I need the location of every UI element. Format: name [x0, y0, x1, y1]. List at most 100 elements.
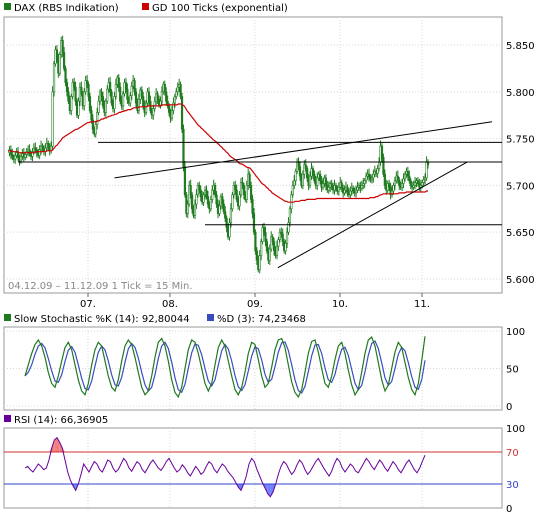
rsi-y-tick-label: 100 — [506, 424, 525, 435]
candle-body — [222, 203, 225, 212]
candle-body — [19, 156, 23, 162]
candle-body — [337, 186, 340, 192]
candle-body — [11, 154, 14, 158]
candle-body — [121, 93, 125, 107]
rsi-polyline — [24, 436, 426, 498]
candle-body — [124, 82, 128, 90]
candle-body — [55, 49, 59, 60]
candle-body — [47, 143, 50, 148]
candle-body — [206, 196, 210, 205]
candle-body — [380, 145, 384, 158]
rsi-oversold-fill — [270, 484, 273, 497]
candle-body — [316, 177, 319, 186]
candle-body — [225, 217, 228, 228]
legend-label-rsi: RSI (14): 66,36905 — [14, 415, 108, 426]
candle-body — [163, 84, 166, 93]
candle-body — [62, 52, 66, 69]
candle-body — [255, 250, 258, 261]
stochastic-legend: Slow Stochastic %K (14): 92,80044 %D (3)… — [4, 314, 306, 325]
candle-body — [280, 231, 283, 235]
candle-body — [349, 190, 352, 196]
candle-body — [324, 177, 327, 186]
price-moving-average — [8, 103, 428, 203]
candle-body — [392, 185, 395, 192]
candle-body — [90, 110, 93, 121]
rsi-y-tick-label: 30 — [506, 480, 519, 491]
candle-body — [303, 164, 306, 175]
candle-body — [306, 168, 309, 179]
candle-body — [159, 100, 162, 106]
candle-body — [248, 173, 251, 186]
candle-body — [321, 183, 325, 188]
candle-body — [271, 236, 274, 242]
candle-body — [214, 185, 217, 196]
candle-body — [16, 152, 20, 158]
candle-body — [293, 180, 296, 186]
candle-body — [78, 86, 82, 102]
candle-body — [130, 85, 133, 96]
candle-body — [363, 180, 366, 184]
candle-body — [288, 208, 292, 224]
candle-body — [228, 222, 231, 238]
candle-body — [242, 185, 245, 196]
candle-body — [205, 189, 208, 197]
candle-body — [14, 155, 17, 160]
rsi-y-tick-label: 0 — [506, 504, 512, 515]
candle-body — [218, 205, 221, 214]
candle-body — [91, 119, 94, 130]
candle-body — [180, 96, 184, 130]
candle-body — [275, 245, 279, 256]
candle-body — [346, 186, 349, 193]
candle-body — [354, 189, 358, 194]
candle-body — [87, 84, 90, 97]
candle-body — [370, 177, 374, 181]
candle-body — [84, 80, 87, 93]
legend-swatch-dax — [4, 3, 11, 10]
candle-body — [262, 227, 266, 233]
candle-body — [182, 128, 185, 167]
rsi-plot-area — [3, 427, 503, 509]
candle-body — [241, 182, 244, 186]
candle-body — [67, 91, 70, 102]
candle-body — [176, 86, 179, 93]
candle-body — [398, 179, 401, 186]
candle-body — [9, 149, 12, 155]
candle-body — [278, 231, 281, 240]
legend-label-dax: DAX (RBS Indikation) — [14, 3, 119, 14]
candle-body — [264, 231, 267, 242]
candle-body — [301, 173, 304, 186]
candle-body — [258, 255, 261, 270]
trend-line — [277, 161, 468, 269]
candle-body — [249, 185, 253, 200]
candle-body — [424, 177, 427, 181]
candle-body — [291, 185, 294, 196]
candle-body — [319, 173, 322, 182]
rsi-panel: RSI (14): 66,36905 0 30 70 100 — [3, 415, 525, 515]
candle-body — [260, 241, 263, 256]
candle-body — [313, 173, 316, 182]
candle-body — [245, 185, 248, 200]
candle-body — [360, 185, 363, 189]
price-x-tick-label: 07. — [80, 299, 96, 310]
candle-body — [41, 145, 44, 150]
price-y-tick-label: 5.750 — [506, 135, 535, 146]
candle-body — [406, 171, 409, 177]
candle-body — [144, 102, 148, 113]
candle-body — [152, 108, 155, 116]
price-y-tick-label: 5.700 — [506, 181, 535, 192]
candle-body — [422, 179, 425, 183]
candle-body — [231, 194, 234, 210]
candle-body — [51, 91, 54, 147]
candle-body — [110, 91, 113, 104]
candle-body — [327, 186, 330, 191]
stoch-y-tick-label: 0 — [506, 402, 512, 413]
candle-body — [268, 248, 271, 261]
stochastic-y-axis: 0 50 100 — [506, 327, 525, 413]
rsi-line — [24, 436, 426, 498]
candle-body — [281, 233, 284, 242]
candle-body — [31, 151, 34, 157]
candle-body — [403, 173, 407, 180]
candle-body — [179, 84, 182, 97]
candle-body — [251, 199, 254, 214]
candle-body — [224, 211, 227, 219]
